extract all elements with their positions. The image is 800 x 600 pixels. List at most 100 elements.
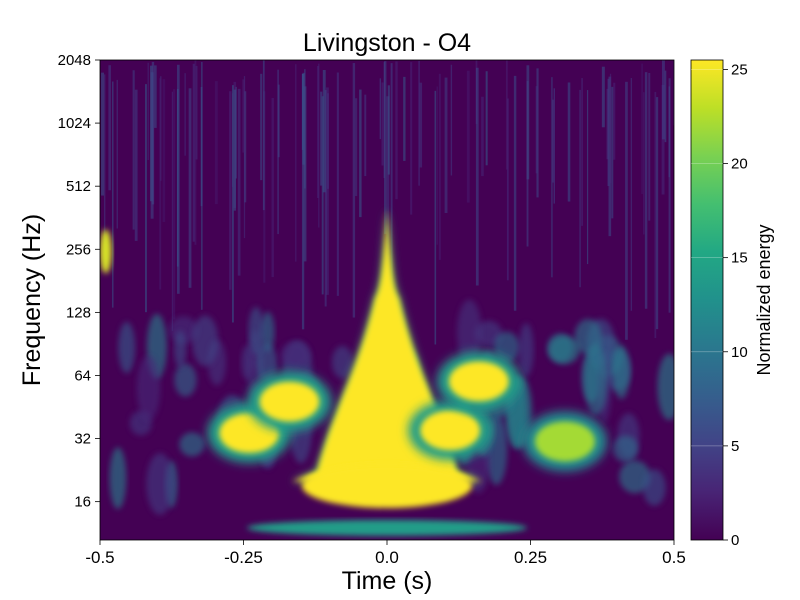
noise-blob [146,453,174,515]
noise-streak [551,77,553,278]
noise-streak [317,65,319,199]
y-tick-label: 2048 [58,52,91,69]
noise-blob [174,330,187,368]
noise-streak [260,73,263,181]
colorbar-label: Normalized energy [754,224,774,375]
noise-streak [352,63,356,318]
noise-streak [579,89,581,288]
noise-streak [295,64,297,262]
noise-streak [320,91,323,186]
noise-blob [260,311,275,352]
noise-streak [536,68,539,198]
noise-streak [419,82,423,168]
noise-streak [177,64,180,294]
noise-streak [513,75,517,311]
noise-streak [233,89,236,211]
noise-blob [255,343,278,382]
y-axis-label: Frequency (Hz) [18,214,46,386]
noise-streak [231,85,234,323]
noise-streak [229,91,232,290]
colorbar-tick-label: 10 [731,344,748,361]
noise-blob [612,435,639,463]
y-tick-label: 64 [74,367,91,384]
noise-streak [200,86,203,207]
noise-blob [241,345,254,380]
noise-streak [613,82,616,160]
noise-streak [321,96,324,295]
noise-streak [444,77,448,214]
noise-blob [179,432,205,457]
noise-streak [642,92,645,235]
noise-streak [303,86,307,262]
noise-streak [641,63,643,195]
y-tick-label: 1024 [58,115,91,132]
noise-streak [466,70,470,203]
noise-streak [354,98,358,197]
noise-blob [612,345,630,400]
heatmap-features [100,208,607,536]
noise-streak [150,72,154,219]
colorbar-tick-label: 5 [731,438,739,455]
noise-streak [359,89,362,218]
noise-streak [553,88,556,204]
noise-blob [136,355,161,421]
noise-streak [112,81,114,308]
noise-streak [403,76,406,161]
x-tick-label: 0.0 [375,548,399,567]
noise-streak [438,73,441,260]
noise-streak [242,79,245,153]
noise-streak [390,63,393,299]
noise-streak [436,86,438,245]
noise-streak [611,86,614,219]
noise-streak [132,70,135,230]
noise-blob [493,331,520,363]
noise-streak [661,60,665,140]
noise-streak [116,79,118,229]
noise-blob [474,320,503,346]
noise-streak [147,62,149,161]
noise-streak [184,73,186,156]
noise-blob [642,469,666,506]
noise-streak [567,82,571,202]
noise-streak [324,90,327,307]
noise-streak [379,78,382,140]
noise-streak [601,66,605,128]
noise-streak [475,67,479,286]
noise-streak [485,71,488,166]
noise-blob [248,306,264,355]
noise-streak [418,60,420,186]
noise-streak [644,72,648,309]
noise-streak [262,60,265,211]
noise-streak [481,96,484,177]
noise-streak [586,90,589,265]
noise-streak [153,65,157,128]
noise-blob [109,447,127,509]
x-tick-label: 0.25 [514,548,547,567]
noise-blob [548,335,580,365]
noise-blob [457,299,482,366]
noise-blob [118,321,136,374]
colorbar [690,59,724,541]
noise-streak [381,82,384,166]
noise-streak [655,97,659,330]
noise-streak [383,61,387,234]
colorbar-tick-label: 25 [731,61,748,78]
edge-feature [100,229,112,274]
noise-blob [518,323,534,377]
noise-streak [145,84,147,313]
noise-streak [173,89,176,320]
energy-blob [259,381,320,422]
noise-streak [318,63,320,228]
noise-streak [581,78,583,226]
noise-streak [214,81,218,205]
noise-streak [630,77,633,311]
noise-streak [162,79,166,223]
x-tick-label: -0.5 [85,548,114,567]
colorbar-axis: 0 5 10 15 20 25 [691,61,748,549]
noise-blob [657,353,674,421]
plot-area [100,60,674,540]
x-tick-label: -0.25 [224,548,263,567]
noise-streak [171,91,174,331]
noise-streak [608,76,612,237]
